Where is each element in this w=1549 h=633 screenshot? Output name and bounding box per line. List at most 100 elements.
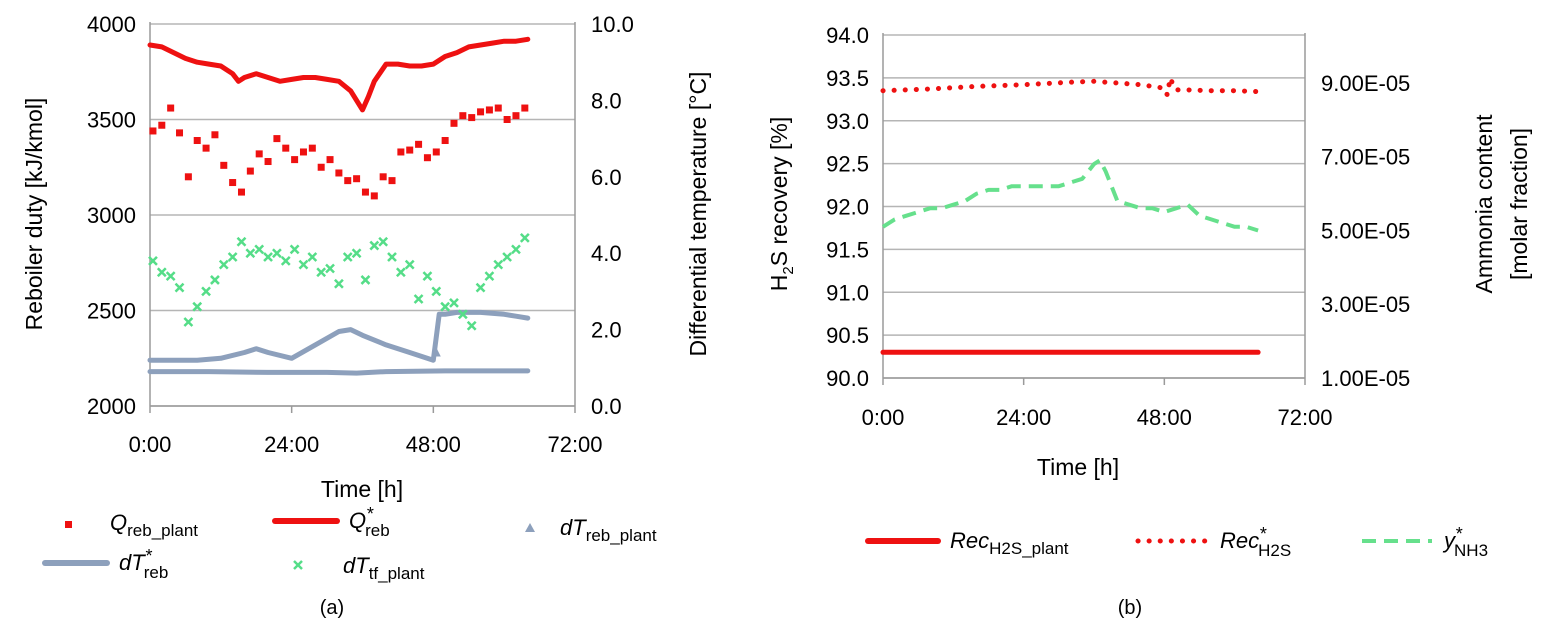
a-series-0-point bbox=[335, 169, 343, 177]
panel-a-ticks-x: 0:00 24:00 48:00 72:00 bbox=[129, 406, 603, 457]
b-ytick-left: 91.0 bbox=[826, 280, 869, 305]
a-series-0-point bbox=[237, 188, 245, 196]
panel-b: 90.0 90.5 91.0 91.5 92.0 92.5 93.0 93.5 94.0 1.0… bbox=[766, 23, 1532, 619]
a-series-5-point-stroke bbox=[440, 301, 451, 312]
a-series-5-point bbox=[511, 244, 521, 255]
a-legend-label: dT* reb bbox=[119, 546, 168, 582]
b-ytick-right: 5.00E-05 bbox=[1321, 218, 1410, 243]
a-series-5-point bbox=[218, 259, 229, 270]
a-ytick-right: 0.0 bbox=[591, 394, 622, 419]
a-series-0-point bbox=[202, 144, 210, 152]
a-legend-label: Qreb_plant bbox=[110, 510, 198, 540]
a-series-5-point bbox=[387, 252, 397, 262]
a-series-5-point bbox=[422, 271, 433, 282]
a-series-5-point-stroke bbox=[227, 252, 238, 262]
panel-a-ylabel-left: Reboiler duty [kJ/kmol] bbox=[21, 98, 47, 331]
b-xtick: 48:00 bbox=[1137, 405, 1192, 430]
a-series-1-line bbox=[147, 36, 531, 113]
a-series-5-point-stroke bbox=[466, 320, 477, 331]
a-legend-label: Q* reb bbox=[349, 504, 390, 540]
b-ytick-left: 90.0 bbox=[826, 366, 869, 391]
a-series-0-point bbox=[370, 192, 378, 200]
a-series-5-point bbox=[360, 275, 371, 285]
a-series-5-point bbox=[298, 259, 309, 270]
a-series-0-point bbox=[193, 137, 201, 145]
a-legend-item: dTreb_plant bbox=[525, 515, 657, 545]
a-xtick: 24:00 bbox=[264, 432, 319, 457]
b-series-1 bbox=[880, 75, 1261, 98]
a-series-0-point bbox=[406, 146, 414, 154]
a-series-5-point-stroke bbox=[165, 271, 176, 282]
a-series-5-point-stroke bbox=[174, 282, 185, 293]
a-series-5-point bbox=[457, 309, 468, 320]
b-legend-item: Rec* H2S bbox=[1135, 524, 1291, 560]
a-series-5-point-stroke bbox=[334, 278, 344, 289]
a-series-0-point bbox=[353, 175, 361, 183]
a-series-5-point bbox=[174, 282, 185, 293]
a-series-0-point bbox=[521, 104, 529, 112]
a-legend-swatch bbox=[65, 521, 72, 528]
a-series-5-point-stroke bbox=[325, 263, 335, 274]
panel-b-ylabel-right-line2: [molar fraction] bbox=[1506, 128, 1532, 280]
a-series-0-point bbox=[176, 129, 184, 137]
a-series-5-point-stroke bbox=[519, 233, 530, 243]
a-ytick-right: 6.0 bbox=[591, 165, 622, 190]
a-legend-label: dTtf_plant bbox=[343, 553, 425, 583]
b-xtick: 24:00 bbox=[996, 405, 1051, 430]
a-ytick-right: 2.0 bbox=[591, 318, 622, 343]
a-series-0-point bbox=[397, 148, 405, 156]
a-series-0-point bbox=[308, 144, 316, 152]
a-series-0-point bbox=[326, 156, 334, 164]
a-series-5-point-stroke bbox=[395, 267, 406, 278]
a-series-5-point-stroke bbox=[201, 286, 211, 297]
a-series-5-point-stroke bbox=[511, 244, 521, 255]
a-series-0-point bbox=[299, 148, 307, 156]
a-series-5-point-stroke bbox=[484, 271, 495, 282]
b-xtick: 72:00 bbox=[1277, 405, 1332, 430]
a-series-5-point bbox=[316, 267, 327, 278]
a-series-0-point bbox=[291, 156, 299, 164]
a-legend-swatch bbox=[525, 523, 535, 532]
b-ytick-left: 91.5 bbox=[826, 237, 869, 262]
panel-a: 2000 2500 3000 3500 4000 0.0 2.0 4.0 6.0 8.0 10.0… bbox=[21, 12, 711, 619]
a-series-5-point bbox=[475, 282, 486, 293]
b-ytick-right: 9.00E-05 bbox=[1321, 71, 1410, 96]
a-series-0-point bbox=[459, 112, 467, 120]
a-series-0-point bbox=[229, 179, 237, 187]
a-series-0-point bbox=[149, 127, 157, 135]
panel-a-xlabel: Time [h] bbox=[321, 476, 403, 502]
a-legend-item: Qreb_plant bbox=[65, 510, 198, 540]
a-series-5-point bbox=[307, 252, 318, 262]
a-series-0-point bbox=[415, 140, 423, 148]
a-series-0-point bbox=[468, 114, 476, 122]
b-xtick: 0:00 bbox=[862, 405, 905, 430]
a-series-5-point-stroke bbox=[369, 240, 380, 251]
a-series-0-point bbox=[432, 148, 440, 156]
a-series-4 bbox=[147, 368, 531, 376]
a-series-0-point bbox=[388, 177, 396, 185]
a-series-0-point bbox=[282, 144, 290, 152]
panel-a-legend: Qreb_plant Q* reb dTreb_plant dT* reb dTtf_pla… bbox=[42, 504, 657, 583]
a-series-0-point bbox=[273, 135, 281, 143]
panel-a-label: (a) bbox=[320, 597, 344, 619]
b-ytick-left: 94.0 bbox=[826, 23, 869, 48]
a-legend-item: dTtf_plant bbox=[293, 553, 425, 583]
a-series-5-point bbox=[236, 236, 247, 247]
a-series-5-point-stroke bbox=[210, 275, 220, 285]
a-series-5-point-stroke bbox=[493, 259, 504, 270]
a-series-5-point bbox=[431, 286, 442, 297]
panel-a-series bbox=[147, 36, 531, 376]
a-series-0-point bbox=[344, 177, 352, 185]
a-ytick-right: 4.0 bbox=[591, 241, 622, 266]
a-series-5-point bbox=[280, 255, 291, 266]
b-ytick-left: 90.5 bbox=[826, 323, 869, 348]
panel-b-ticks-right: 1.00E-05 3.00E-05 5.00E-05 7.00E-05 9.00E-05 bbox=[1321, 71, 1410, 391]
a-series-5-point-stroke bbox=[218, 259, 229, 270]
a-ytick-right: 8.0 bbox=[591, 88, 622, 113]
a-series-5-point bbox=[413, 294, 424, 304]
panel-a-gridlines bbox=[149, 22, 576, 407]
a-series-5-point-stroke bbox=[263, 252, 273, 262]
a-series-5-point-stroke bbox=[413, 294, 424, 304]
a-series-5-point bbox=[289, 244, 300, 255]
